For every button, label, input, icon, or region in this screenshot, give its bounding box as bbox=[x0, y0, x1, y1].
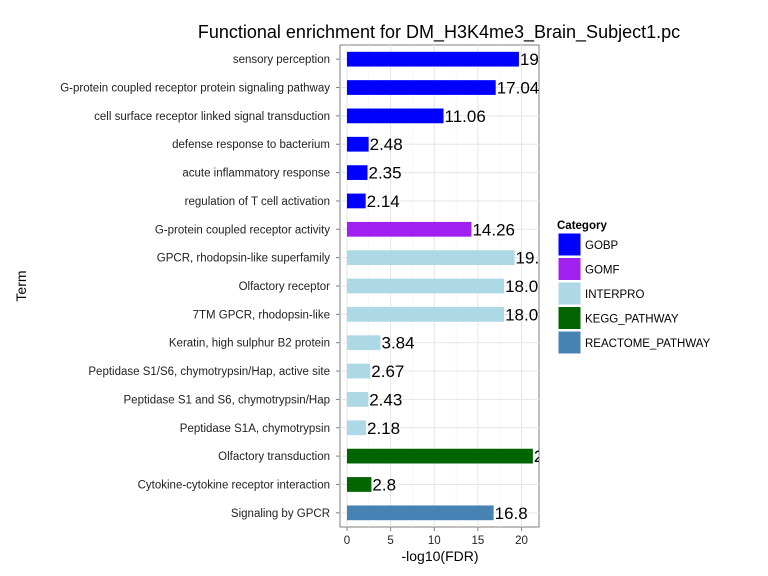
value-label: 2.43 bbox=[369, 390, 402, 409]
bar bbox=[346, 108, 444, 124]
value-label: 16.8 bbox=[495, 504, 528, 523]
y-tick-label: acute inflammatory response bbox=[182, 168, 330, 180]
chart-title: Functional enrichment for DM_H3K4me3_Bra… bbox=[198, 22, 680, 43]
y-tick-label: Keratin, high sulphur B2 protein bbox=[169, 338, 330, 350]
bar bbox=[346, 505, 494, 521]
y-axis-title: Term bbox=[13, 270, 29, 301]
y-tick-label: Peptidase S1A, chymotrypsin bbox=[180, 423, 330, 435]
value-label: 18.0 bbox=[505, 277, 538, 296]
value-label: 19 bbox=[520, 50, 539, 69]
legend-key bbox=[557, 330, 582, 355]
bar bbox=[346, 306, 505, 322]
y-tick-label: cell surface receptor linked signal tran… bbox=[94, 111, 330, 123]
y-tick-label: Olfactory receptor bbox=[239, 281, 331, 293]
value-label: 14.26 bbox=[472, 220, 515, 239]
value-label: 2.14 bbox=[367, 192, 400, 211]
y-tick-label: G-protein coupled receptor protein signa… bbox=[60, 83, 330, 95]
x-tick-label: 15 bbox=[472, 535, 485, 547]
y-tick-label: GPCR, rhodopsin-like superfamily bbox=[157, 253, 330, 265]
x-tick-label: 20 bbox=[515, 535, 528, 547]
y-tick-label: Peptidase S1/S6, chymotrypsin/Hap, activ… bbox=[88, 366, 330, 378]
bar bbox=[346, 278, 505, 294]
legend-key bbox=[557, 232, 582, 257]
x-tick-label: 5 bbox=[387, 535, 393, 547]
bar bbox=[346, 448, 533, 464]
y-tick-labels: sensory perception G-protein coupled rece… bbox=[60, 54, 340, 520]
x-tick-label: 10 bbox=[428, 535, 441, 547]
legend-label: KEGG_PATHWAY bbox=[585, 314, 679, 326]
value-label: 2.8 bbox=[372, 475, 396, 494]
y-tick-label: sensory perception bbox=[233, 54, 330, 66]
legend-label: REACTOME_PATHWAY bbox=[585, 338, 711, 350]
bar bbox=[346, 363, 371, 379]
value-label: 11.06 bbox=[445, 107, 486, 126]
legend-label: INTERPRO bbox=[585, 289, 644, 301]
bar bbox=[346, 335, 381, 351]
value-label: 2.48 bbox=[370, 135, 403, 154]
y-tick-label: regulation of T cell activation bbox=[185, 196, 330, 208]
legend-key bbox=[557, 257, 582, 281]
value-label: 18.0 bbox=[505, 305, 538, 324]
legend-key bbox=[557, 306, 582, 330]
bar bbox=[346, 250, 515, 266]
bar bbox=[346, 80, 496, 95]
bar bbox=[346, 392, 369, 407]
value-label: 17.04 bbox=[497, 79, 540, 98]
bar bbox=[346, 51, 519, 67]
y-tick-label: Cytokine-cytokine receptor interaction bbox=[138, 479, 330, 491]
legend-title: Category bbox=[557, 220, 607, 232]
y-tick-label: defense response to bacterium bbox=[172, 139, 330, 151]
value-label: 2.35 bbox=[368, 164, 401, 183]
y-tick-label: G-protein coupled receptor activity bbox=[155, 224, 330, 236]
y-tick-label: Olfactory transduction bbox=[218, 451, 330, 463]
legend: Category GOBP GOMF INTERPRO KEGG_PATHWAY REA… bbox=[557, 220, 711, 355]
value-label: 2 bbox=[534, 447, 543, 466]
bar bbox=[346, 165, 368, 180]
x-tick-label: 0 bbox=[344, 535, 350, 547]
legend-label: GOMF bbox=[585, 265, 620, 277]
y-tick-label: 7TM GPCR, rhodopsin-like bbox=[193, 309, 330, 321]
legend-key bbox=[557, 281, 582, 306]
bar bbox=[346, 420, 367, 436]
value-label: 2.18 bbox=[367, 419, 400, 438]
value-label: 19. bbox=[516, 249, 540, 268]
bar bbox=[346, 136, 369, 152]
bar bbox=[346, 477, 372, 492]
y-tick-label: Signaling by GPCR bbox=[231, 508, 330, 520]
legend-label: GOBP bbox=[585, 240, 619, 252]
x-axis-title: -log10(FDR) bbox=[401, 548, 478, 564]
bar bbox=[346, 221, 472, 237]
x-tick-labels: 0 5 10 15 20 bbox=[344, 527, 528, 547]
value-label: 3.84 bbox=[381, 334, 414, 353]
value-label: 2.67 bbox=[371, 362, 404, 381]
bar bbox=[346, 193, 366, 209]
y-tick-label: Peptidase S1 and S6, chymotrypsin/Hap bbox=[124, 394, 330, 406]
